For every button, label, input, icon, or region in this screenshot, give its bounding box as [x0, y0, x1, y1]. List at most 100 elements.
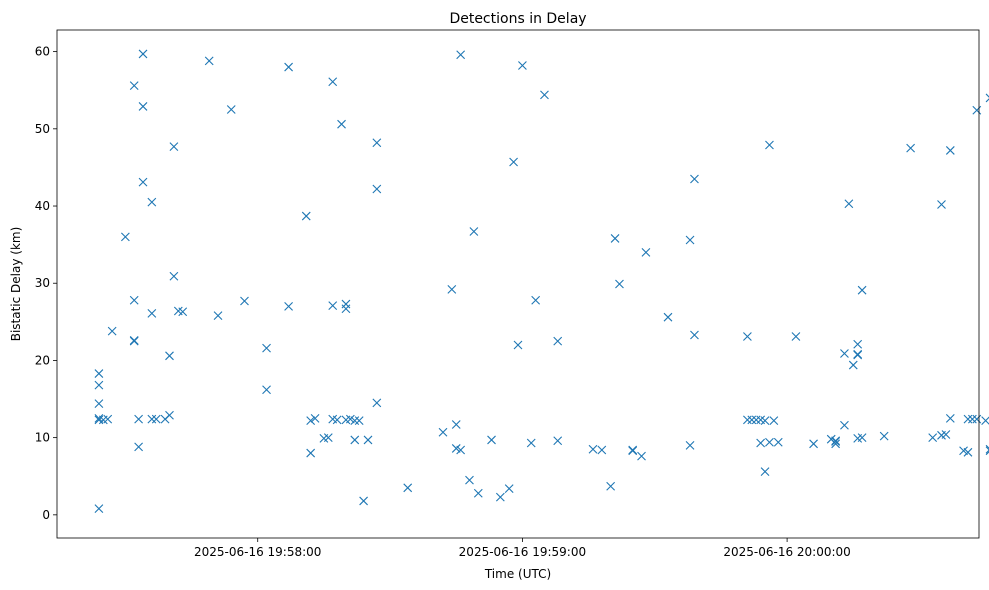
data-point [848, 360, 858, 370]
data-point [465, 475, 474, 485]
data-point [341, 304, 351, 314]
data-point [107, 326, 117, 336]
data-point [963, 414, 973, 424]
data-point [685, 235, 695, 245]
data-point [301, 211, 311, 221]
data-point [747, 415, 757, 425]
data-point [769, 416, 779, 426]
data-point [685, 440, 695, 450]
data-point [809, 439, 818, 449]
y-tick-label: 40 [35, 199, 50, 213]
data-point [165, 410, 174, 420]
data-point [760, 467, 770, 476]
axis-ticks: 0 10 20 30 40 50 60 2025-06-16 19:58:00 2025-06-… [35, 45, 989, 559]
y-tick-label: 30 [35, 276, 50, 290]
data-point [526, 438, 536, 448]
data-point [94, 415, 104, 425]
data-point [765, 140, 774, 150]
data-point [743, 415, 752, 425]
data-point [204, 56, 214, 66]
data-point [469, 227, 479, 236]
data-point [844, 199, 854, 209]
data-point [531, 295, 541, 305]
data-point [773, 437, 783, 447]
data-point [495, 492, 505, 502]
data-point [284, 302, 293, 311]
data-point [134, 442, 144, 452]
data-point [129, 336, 139, 346]
data-point [359, 496, 368, 506]
data-point [363, 435, 373, 445]
data-points [94, 49, 989, 514]
data-point [350, 435, 360, 445]
data-point [963, 447, 973, 457]
data-point [138, 49, 148, 59]
data-point [690, 330, 699, 340]
data-point [937, 200, 946, 209]
data-point [129, 81, 139, 90]
data-point [350, 416, 360, 426]
data-point [372, 138, 382, 148]
data-point [663, 312, 673, 322]
data-point [641, 247, 651, 257]
data-point [853, 339, 863, 349]
data-point [615, 279, 624, 289]
data-point [504, 484, 514, 493]
data-point [831, 436, 841, 446]
plot-frame [56, 29, 980, 539]
data-point [765, 437, 774, 447]
data-point [456, 445, 466, 455]
data-point [134, 414, 144, 424]
chart-title: Detections in Delay [449, 11, 586, 27]
x-tick-label: 2025-06-16 20:00:00 [723, 545, 850, 559]
data-point [985, 93, 989, 103]
plot-area [57, 30, 979, 538]
data-point [372, 184, 382, 194]
data-point [226, 105, 236, 114]
data-point [169, 271, 179, 281]
data-point [941, 430, 951, 439]
data-point [323, 433, 333, 443]
data-point [147, 197, 157, 207]
data-point [690, 174, 699, 184]
y-tick-label: 20 [35, 353, 50, 367]
data-point [262, 385, 271, 395]
data-point [262, 343, 271, 353]
data-point [456, 50, 466, 60]
data-point [751, 415, 761, 425]
data-point [129, 295, 139, 305]
data-point [332, 415, 342, 425]
x-tick-label: 2025-06-16 19:59:00 [459, 545, 586, 559]
data-point [981, 416, 989, 426]
data-point [151, 414, 161, 424]
data-point [310, 413, 320, 423]
data-point [447, 285, 457, 294]
data-point [354, 416, 364, 426]
data-point [985, 446, 989, 456]
data-point [553, 336, 563, 346]
data-point [165, 351, 174, 361]
data-point [972, 105, 982, 115]
data-point [306, 448, 316, 458]
data-point [840, 349, 849, 358]
data-point [403, 483, 413, 493]
data-point [138, 177, 148, 187]
y-tick-label: 10 [35, 431, 50, 445]
data-point [831, 439, 841, 449]
data-point [853, 349, 863, 359]
data-point [213, 311, 223, 321]
data-point [147, 414, 157, 424]
data-point [94, 504, 104, 514]
data-point [743, 332, 752, 341]
data-point [588, 444, 598, 454]
data-point [628, 445, 638, 455]
data-point [928, 433, 938, 443]
data-point [857, 433, 867, 443]
data-point [972, 414, 982, 424]
y-axis-label: Bistatic Delay (km) [9, 227, 23, 342]
data-point [94, 369, 104, 378]
data-point [945, 413, 955, 423]
data-point [487, 435, 496, 445]
data-point [857, 285, 867, 295]
